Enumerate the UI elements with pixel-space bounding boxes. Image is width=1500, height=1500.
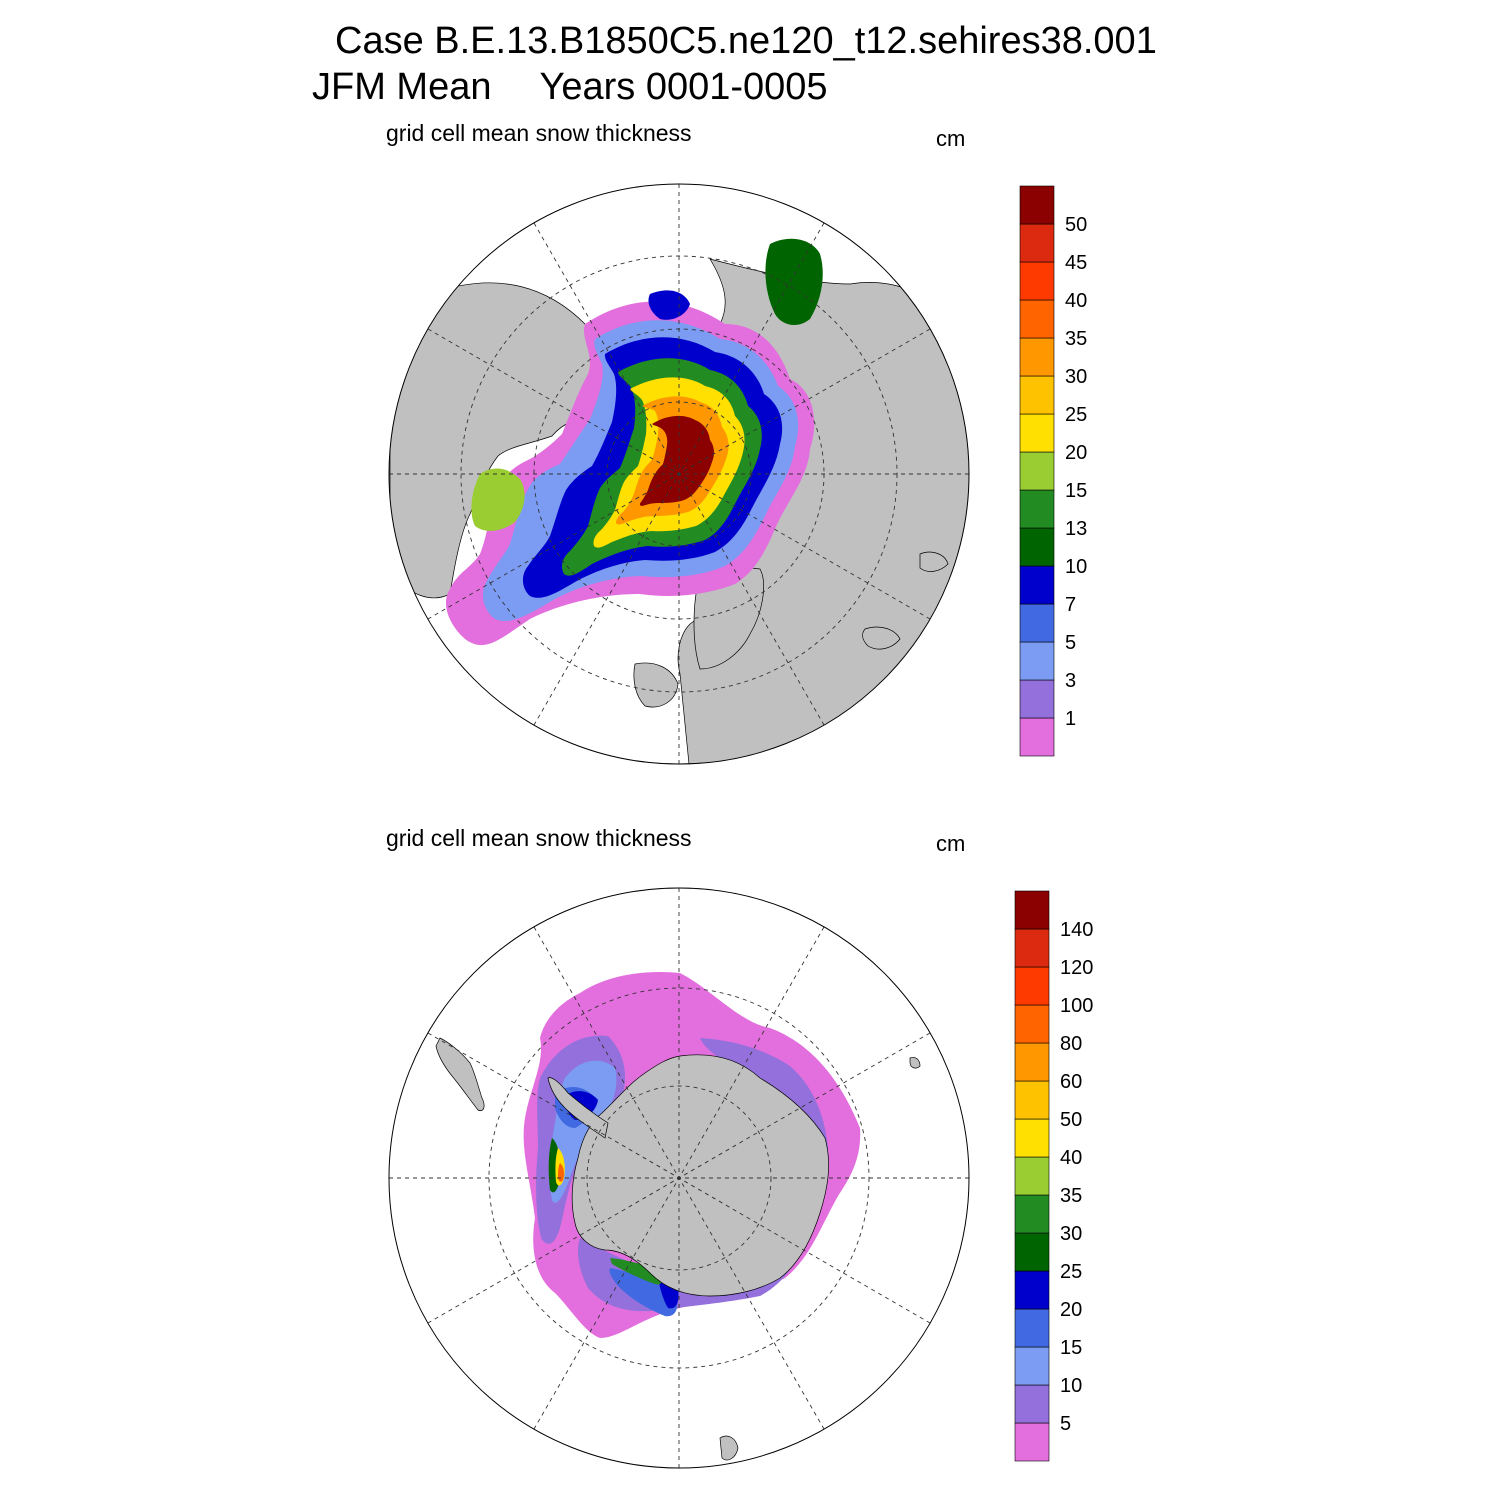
colorbar-box xyxy=(1019,223,1055,263)
colorbar-tick-label: 35 xyxy=(1065,328,1087,350)
colorbar-tick-label: 50 xyxy=(1065,214,1087,236)
contour-level-1c xyxy=(700,1038,828,1196)
panel1-units: cm xyxy=(936,126,966,151)
subtitle: JFM Mean Years 0001-0005 xyxy=(312,66,828,109)
contour-level-11 xyxy=(558,1163,564,1182)
map-border xyxy=(388,183,970,765)
colorbar-box xyxy=(1019,641,1055,681)
contour-level-14 xyxy=(639,415,715,506)
antarctic-peninsula xyxy=(547,1077,609,1139)
colorbar-south: 5 10 15 20 25 30 35 40 50 60 80 100 120 140 xyxy=(1014,890,1093,1462)
colorbar-tick-label: 100 xyxy=(1060,995,1093,1017)
colorbar-box xyxy=(1014,1080,1050,1120)
colorbar-box xyxy=(1014,1422,1050,1462)
colorbar-box xyxy=(1019,413,1055,453)
arctic-snow-contours xyxy=(445,238,823,646)
colorbar-box xyxy=(1014,1156,1050,1196)
colorbar-box xyxy=(1014,1308,1050,1348)
season-label: JFM Mean xyxy=(312,66,492,108)
contour-level-5-bering xyxy=(765,238,823,326)
colorbar-box xyxy=(1019,527,1055,567)
colorbar-tick-label: 20 xyxy=(1060,1299,1082,1321)
graticule xyxy=(389,184,969,764)
panel2-units: cm xyxy=(936,831,966,856)
colorbar-tick-label: 50 xyxy=(1060,1109,1082,1131)
colorbar-tick-label: 3 xyxy=(1065,670,1076,692)
contour-level-4-okhotsk xyxy=(648,290,690,320)
colorbar-tick-label: 140 xyxy=(1060,919,1093,941)
colorbar-tick-label: 120 xyxy=(1060,957,1093,979)
antarctic-map xyxy=(388,887,970,1469)
colorbar-box xyxy=(1014,1004,1050,1044)
colorbar-tick-label: 25 xyxy=(1060,1261,1082,1283)
panel1-label: grid cell mean snow thickness xyxy=(386,120,692,146)
colorbar-box xyxy=(1019,337,1055,377)
colorbar-box xyxy=(1019,261,1055,301)
colorbar-tick-label: 30 xyxy=(1060,1223,1082,1245)
colorbar-box xyxy=(1014,1346,1050,1386)
years-label: Years 0001-0005 xyxy=(539,66,828,108)
contour-level-3b xyxy=(609,1268,677,1317)
map-border xyxy=(388,887,970,1469)
colorbar-box xyxy=(1019,679,1055,719)
new-zealand xyxy=(719,1435,739,1461)
colorbar-box xyxy=(1014,966,1050,1006)
colorbar-box xyxy=(1014,890,1050,930)
colorbar-tick-label: 45 xyxy=(1065,252,1087,274)
colorbar-box xyxy=(1014,1118,1050,1158)
graticule xyxy=(389,888,969,1468)
colorbar-tick-label: 40 xyxy=(1060,1147,1082,1169)
colorbar-box xyxy=(1019,185,1055,225)
colorbar-tick-label: 60 xyxy=(1060,1071,1082,1093)
colorbar-tick-label: 13 xyxy=(1065,518,1087,540)
colorbar-tick-label: 1 xyxy=(1065,708,1076,730)
colorbar-tick-label: 80 xyxy=(1060,1033,1082,1055)
colorbar-box xyxy=(1014,1384,1050,1424)
colorbar-box xyxy=(1019,489,1055,529)
colorbar-box xyxy=(1014,1232,1050,1272)
colorbar-box xyxy=(1014,1194,1050,1234)
antarctica xyxy=(571,1054,829,1297)
colorbar-box xyxy=(1019,565,1055,605)
colorbar-tick-label: 20 xyxy=(1065,442,1087,464)
colorbar-tick-label: 30 xyxy=(1065,366,1087,388)
contour-level-6 xyxy=(610,1258,663,1285)
colorbar-tick-label: 35 xyxy=(1060,1185,1082,1207)
colorbar-tick-label: 10 xyxy=(1065,556,1087,578)
arctic-map xyxy=(388,183,970,765)
panel2-label: grid cell mean snow thickness xyxy=(386,825,692,851)
colorbar-tick-label: 25 xyxy=(1065,404,1087,426)
colorbar-box xyxy=(1019,717,1055,757)
colorbar-tick-label: 15 xyxy=(1065,480,1087,502)
tasmania xyxy=(909,1057,921,1069)
colorbar-tick-label: 5 xyxy=(1065,632,1076,654)
colorbar-tick-label: 5 xyxy=(1060,1413,1071,1435)
colorbar-tick-label: 7 xyxy=(1065,594,1076,616)
colorbar-box xyxy=(1019,603,1055,643)
colorbar-tick-label: 40 xyxy=(1065,290,1087,312)
colorbar-box xyxy=(1019,375,1055,415)
main-title: Case B.E.13.B1850C5.ne120_t12.sehires38.… xyxy=(335,20,1157,62)
colorbar-box xyxy=(1019,451,1055,491)
colorbar-box xyxy=(1014,1042,1050,1082)
land-masses xyxy=(435,1037,921,1461)
colorbar-box xyxy=(1014,928,1050,968)
contour-level-7-kara xyxy=(471,468,525,531)
south-america xyxy=(435,1037,485,1112)
colorbar-tick-label: 10 xyxy=(1060,1375,1082,1397)
colorbar-tick-label: 15 xyxy=(1060,1337,1082,1359)
colorbar-box xyxy=(1019,299,1055,339)
colorbar-box xyxy=(1014,1270,1050,1310)
